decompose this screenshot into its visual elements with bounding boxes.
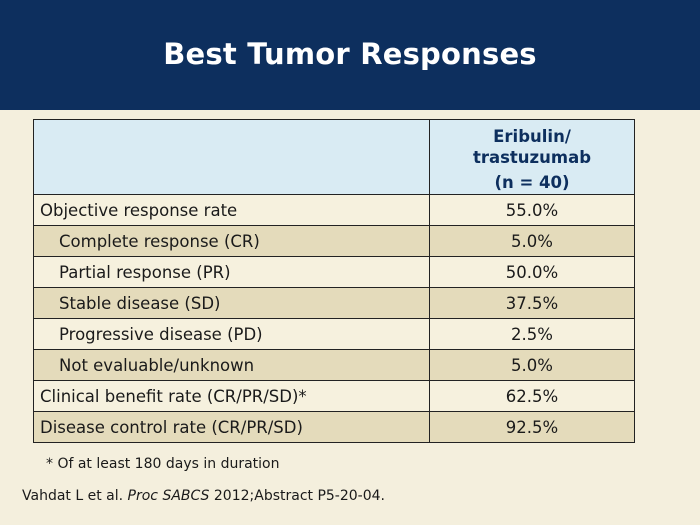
table-row: Objective response rate 55.0%: [33, 194, 635, 226]
table-row: Disease control rate (CR/PR/SD) 92.5%: [33, 411, 635, 443]
row-value: 5.0%: [429, 225, 635, 257]
row-label: Clinical benefit rate (CR/PR/SD)*: [33, 380, 430, 412]
row-value: 55.0%: [429, 194, 635, 226]
table-header-row: Eribulin/ trastuzumab (n = 40): [33, 119, 635, 195]
row-label: Not evaluable/unknown: [33, 349, 430, 381]
header-treatment-cell: Eribulin/ trastuzumab (n = 40): [429, 119, 635, 195]
row-label: Partial response (PR): [33, 256, 430, 288]
header-line-1: Eribulin/: [493, 126, 571, 146]
row-label: Disease control rate (CR/PR/SD): [33, 411, 430, 443]
row-value: 2.5%: [429, 318, 635, 350]
row-value: 92.5%: [429, 411, 635, 443]
footnote: * Of at least 180 days in duration: [46, 456, 280, 472]
citation-details: 2012;Abstract P5-20-04.: [213, 488, 385, 504]
table-row: Clinical benefit rate (CR/PR/SD)* 62.5%: [33, 380, 635, 412]
slide-header: Best Tumor Responses: [0, 0, 700, 110]
table-row: Partial response (PR) 50.0%: [33, 256, 635, 288]
header-line-3: (n = 40): [494, 172, 570, 192]
header-line-2: trastuzumab: [472, 147, 592, 167]
row-value: 62.5%: [429, 380, 635, 412]
slide-title: Best Tumor Responses: [163, 37, 537, 71]
row-value: 5.0%: [429, 349, 635, 381]
row-value: 37.5%: [429, 287, 635, 319]
citation: Vahdat L et al. Proc SABCS 2012;Abstract…: [22, 488, 385, 504]
table-row: Progressive disease (PD) 2.5%: [33, 318, 635, 350]
row-label: Objective response rate: [33, 194, 430, 226]
row-label: Complete response (CR): [33, 225, 430, 257]
row-label: Progressive disease (PD): [33, 318, 430, 350]
citation-authors: Vahdat L et al.: [22, 488, 124, 504]
header-empty-cell: [33, 119, 430, 195]
table-row: Complete response (CR) 5.0%: [33, 225, 635, 257]
tumor-response-table: Eribulin/ trastuzumab (n = 40) Objective…: [33, 119, 635, 443]
citation-journal: Proc SABCS: [127, 488, 210, 504]
row-label: Stable disease (SD): [33, 287, 430, 319]
table-row: Not evaluable/unknown 5.0%: [33, 349, 635, 381]
table-row: Stable disease (SD) 37.5%: [33, 287, 635, 319]
row-value: 50.0%: [429, 256, 635, 288]
